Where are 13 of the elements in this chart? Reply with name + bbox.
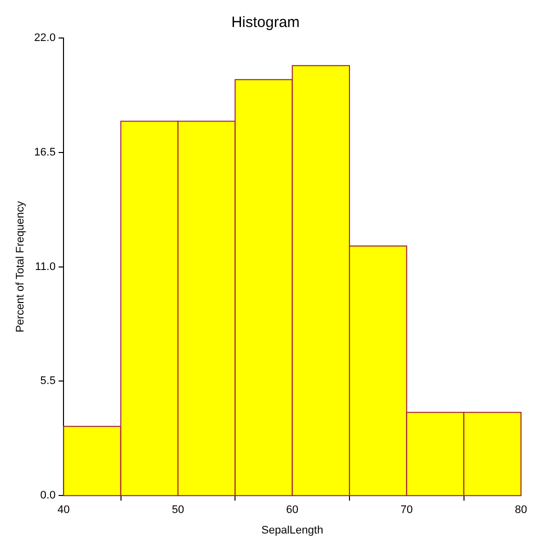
x-tick-label: 50 (172, 504, 184, 516)
y-tick-label: 22.0 (34, 32, 56, 44)
x-tick-label: 80 (514, 504, 528, 516)
chart-title: Histogram (231, 14, 300, 32)
x-tick-label: 40 (57, 504, 70, 516)
y-tick-label: 0.0 (40, 490, 56, 502)
y-axis-title: Percent of Total Frequency (14, 200, 27, 332)
x-axis-title: SepalLength (261, 524, 324, 536)
y-tick-label: 5.5 (40, 375, 56, 388)
x-tick-label: 60 (286, 504, 298, 516)
x-tick-label: 70 (400, 504, 413, 516)
y-tick-label: 11.0 (35, 260, 56, 273)
y-tick-label: 16.5 (34, 146, 56, 158)
